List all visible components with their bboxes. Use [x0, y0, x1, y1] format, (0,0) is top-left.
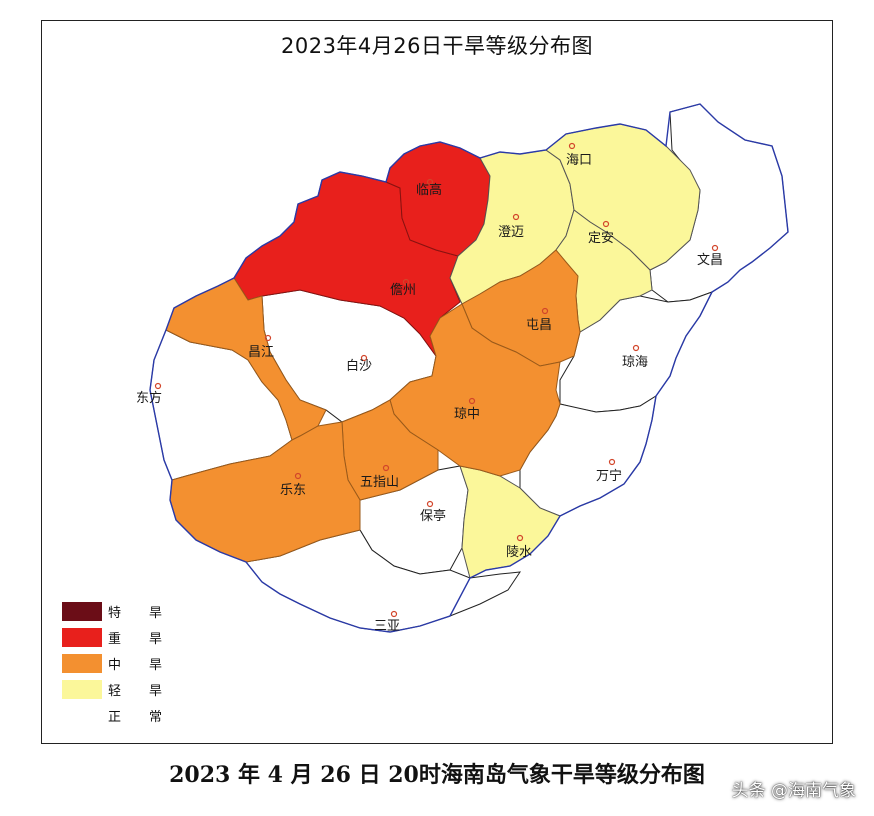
station-marker	[711, 244, 719, 252]
station-marker	[541, 307, 549, 315]
legend-swatch	[62, 679, 102, 699]
county-label: 万宁	[596, 468, 622, 484]
map-title: 2023年4月26日干旱等级分布图	[280, 34, 594, 58]
station-marker	[154, 382, 162, 390]
county-label: 澄迈	[498, 225, 524, 240]
legend-item: 轻旱	[62, 676, 162, 702]
station-markers	[154, 142, 719, 618]
coastline	[149, 103, 789, 633]
county-label: 海口	[566, 153, 592, 168]
county-label: 琼中	[454, 407, 480, 422]
legend-label: 正常	[108, 709, 162, 725]
watermark: 头条 @海南气象	[731, 781, 856, 801]
station-marker	[426, 500, 434, 508]
station-marker	[360, 354, 368, 362]
legend-item: 中旱	[62, 650, 162, 676]
county-label: 临高	[416, 182, 442, 198]
legend-label: 重旱	[108, 631, 162, 647]
legend-item: 特旱	[62, 598, 162, 624]
county-label: 东方	[136, 390, 162, 406]
station-marker	[390, 610, 398, 618]
legend-item: 正常	[62, 702, 162, 728]
station-marker	[632, 344, 640, 352]
county-label: 三亚	[374, 619, 400, 634]
legend-item: 重旱	[62, 624, 162, 650]
station-marker	[608, 458, 616, 466]
station-marker	[512, 213, 520, 221]
county-label: 保亭	[420, 508, 446, 524]
station-marker	[382, 464, 390, 472]
legend-swatch	[62, 705, 102, 725]
county-label: 白沙	[346, 358, 372, 374]
county-label: 儋州	[390, 283, 416, 298]
legend-swatch	[62, 627, 102, 647]
station-marker	[402, 278, 410, 286]
county-label: 五指山	[360, 475, 399, 490]
legend-label: 特旱	[108, 605, 162, 621]
legend-swatch	[62, 653, 102, 673]
county-label: 文昌	[697, 253, 723, 268]
station-marker	[602, 220, 610, 228]
county-labels: 海口 临高 澄迈 定安 文昌 儋州 屯昌 昌江 白沙 琼海 东方 琼中 万宁 乐…	[136, 153, 723, 634]
county-label: 昌江	[248, 345, 274, 360]
station-marker	[294, 472, 302, 480]
county-label: 陵水	[506, 545, 532, 560]
legend-label: 轻旱	[108, 683, 162, 699]
county-label: 琼海	[622, 355, 648, 370]
county-label: 定安	[588, 231, 614, 246]
station-marker	[516, 534, 524, 542]
station-marker	[468, 397, 476, 405]
station-marker	[264, 334, 272, 342]
legend: 特旱 重旱 中旱 轻旱 正常	[62, 598, 162, 728]
county-label: 乐东	[280, 483, 306, 498]
station-marker	[426, 178, 434, 186]
legend-label: 中旱	[108, 657, 162, 673]
figure-caption: 2023 年 4 月 26 日 20时海南岛气象干旱等级分布图	[169, 762, 705, 788]
legend-swatch	[62, 601, 102, 621]
county-label: 屯昌	[526, 318, 552, 333]
station-marker	[568, 142, 576, 150]
